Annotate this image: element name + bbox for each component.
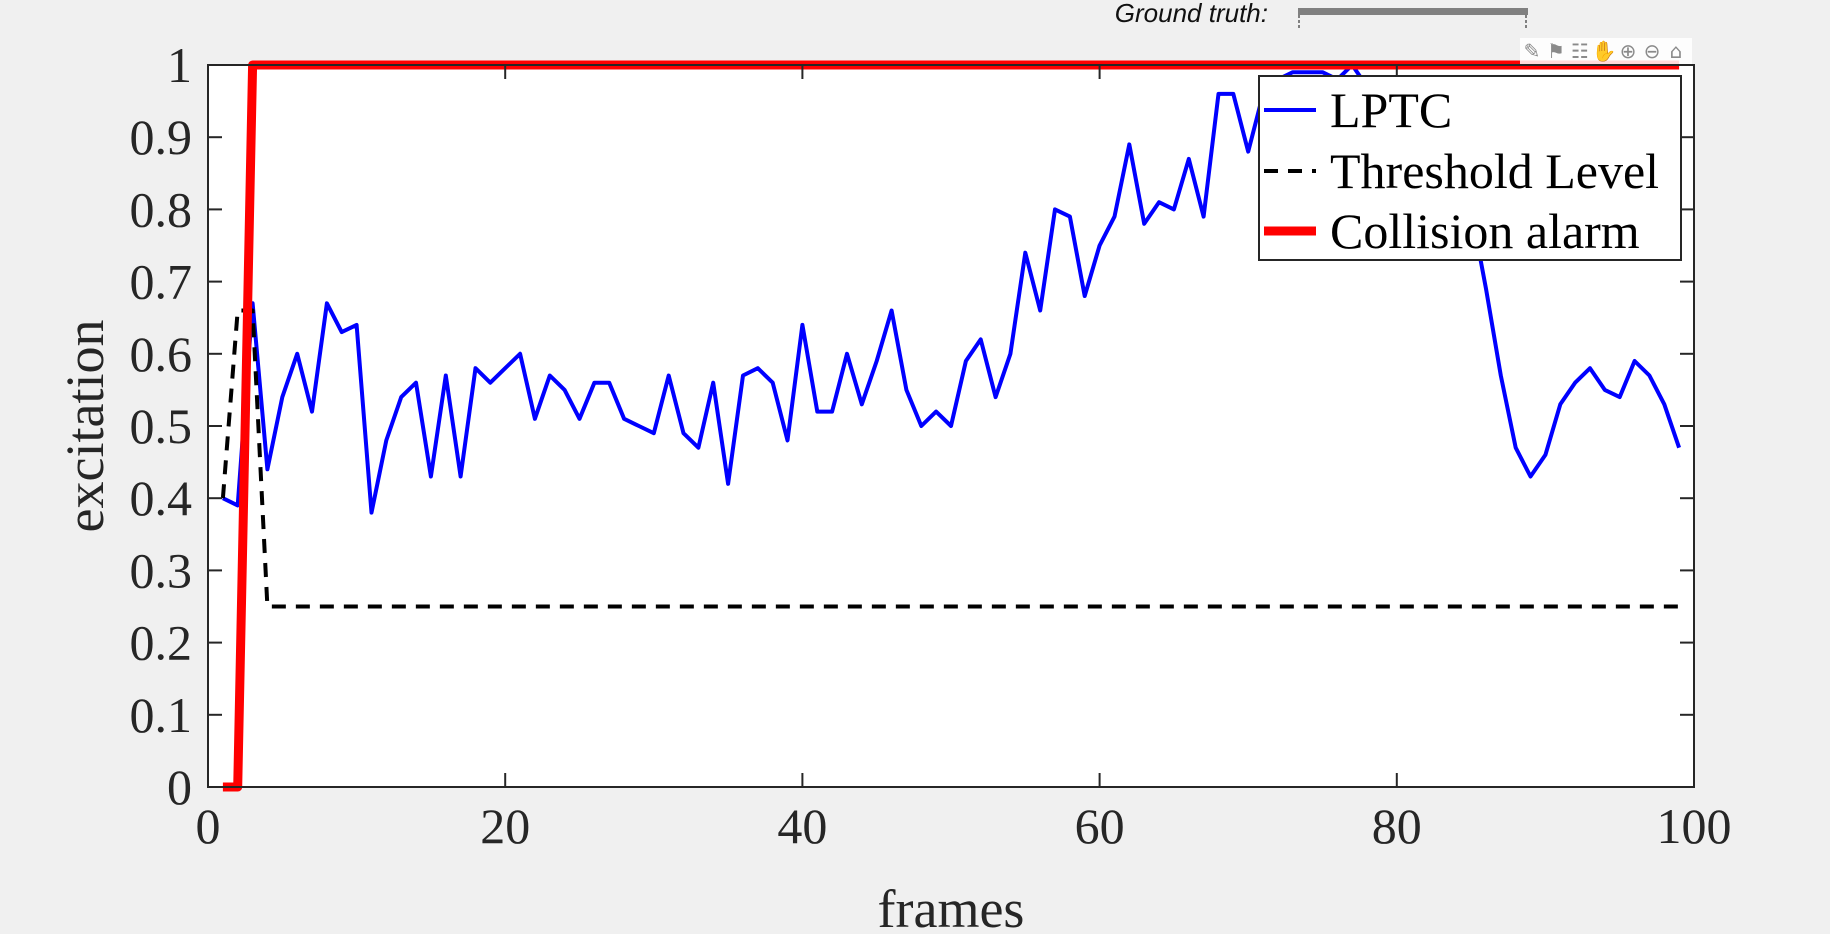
ground-truth-label: Ground truth:: [1115, 0, 1268, 28]
y-tick-label: 0.8: [130, 181, 193, 237]
ground-truth-indicator: Ground truth:: [1115, 0, 1528, 30]
pan-hand-icon-glyph: ✋: [1592, 39, 1617, 63]
zoom-in-icon[interactable]: ⊕: [1620, 39, 1637, 63]
home-icon[interactable]: ⌂: [1670, 39, 1683, 63]
y-tick-label: 0.6: [130, 326, 193, 382]
ground-truth-bar: [1298, 8, 1528, 15]
brush-icon[interactable]: ✎: [1524, 39, 1541, 63]
y-tick-label: 0.3: [130, 542, 193, 598]
pan-hand-icon[interactable]: ✋: [1592, 39, 1617, 63]
y-axis-label: excitation: [55, 320, 115, 533]
y-tick-labels: 0 0.1 0.2 0.3 0.4 0.5 0.6 0.7 0.8 0.9 1: [130, 37, 193, 815]
series-line-threshold: [220, 308, 1680, 609]
datatip-icon-glyph: ☷: [1571, 39, 1589, 63]
y-tick-label: 0.1: [130, 687, 193, 743]
y-tick-label: 0.7: [130, 254, 193, 310]
x-tick-label: 80: [1372, 798, 1422, 854]
axes-frame: [207, 64, 1695, 788]
legend-label-lptc: LPTC: [1330, 82, 1452, 138]
pin-icon[interactable]: ⚑: [1547, 39, 1565, 63]
zoom-out-icon[interactable]: ⊖: [1644, 39, 1661, 63]
y-tick-label: 0.5: [130, 398, 193, 454]
x-tick-label: 20: [480, 798, 530, 854]
legend-box: [1258, 75, 1682, 261]
zoom-in-icon-glyph: ⊕: [1620, 39, 1637, 63]
y-tick-label: 0.4: [130, 470, 193, 526]
legend-label-threshold: Threshold Level: [1330, 143, 1659, 199]
legend-label-alarm: Collision alarm: [1330, 203, 1640, 259]
pin-icon-glyph: ⚑: [1547, 39, 1565, 63]
brush-icon-glyph: ✎: [1524, 39, 1541, 63]
x-tick-labels: 0 20 40 60 80 100: [196, 798, 1732, 854]
axes-toolbar: ✎ ⚑ ☷ ✋ ⊕ ⊖ ⌂: [1520, 38, 1692, 64]
x-tick-label: 60: [1075, 798, 1125, 854]
toolbar-background: [1520, 38, 1692, 64]
y-tick-label: 0.2: [130, 615, 193, 671]
legend: LPTC Threshold Level Collision alarm: [1258, 75, 1682, 261]
datatip-icon[interactable]: ☷: [1571, 39, 1589, 63]
x-tick-label: 0: [196, 798, 221, 854]
x-tick-label: 40: [777, 798, 827, 854]
zoom-out-icon-glyph: ⊖: [1644, 39, 1661, 63]
x-tick-label: 100: [1657, 798, 1732, 854]
y-tick-label: 1: [167, 37, 192, 93]
y-tick-label: 0.9: [130, 109, 193, 165]
x-axis-label: frames: [878, 879, 1025, 934]
y-tick-label: 0: [167, 759, 192, 815]
home-icon-glyph: ⌂: [1670, 39, 1683, 63]
